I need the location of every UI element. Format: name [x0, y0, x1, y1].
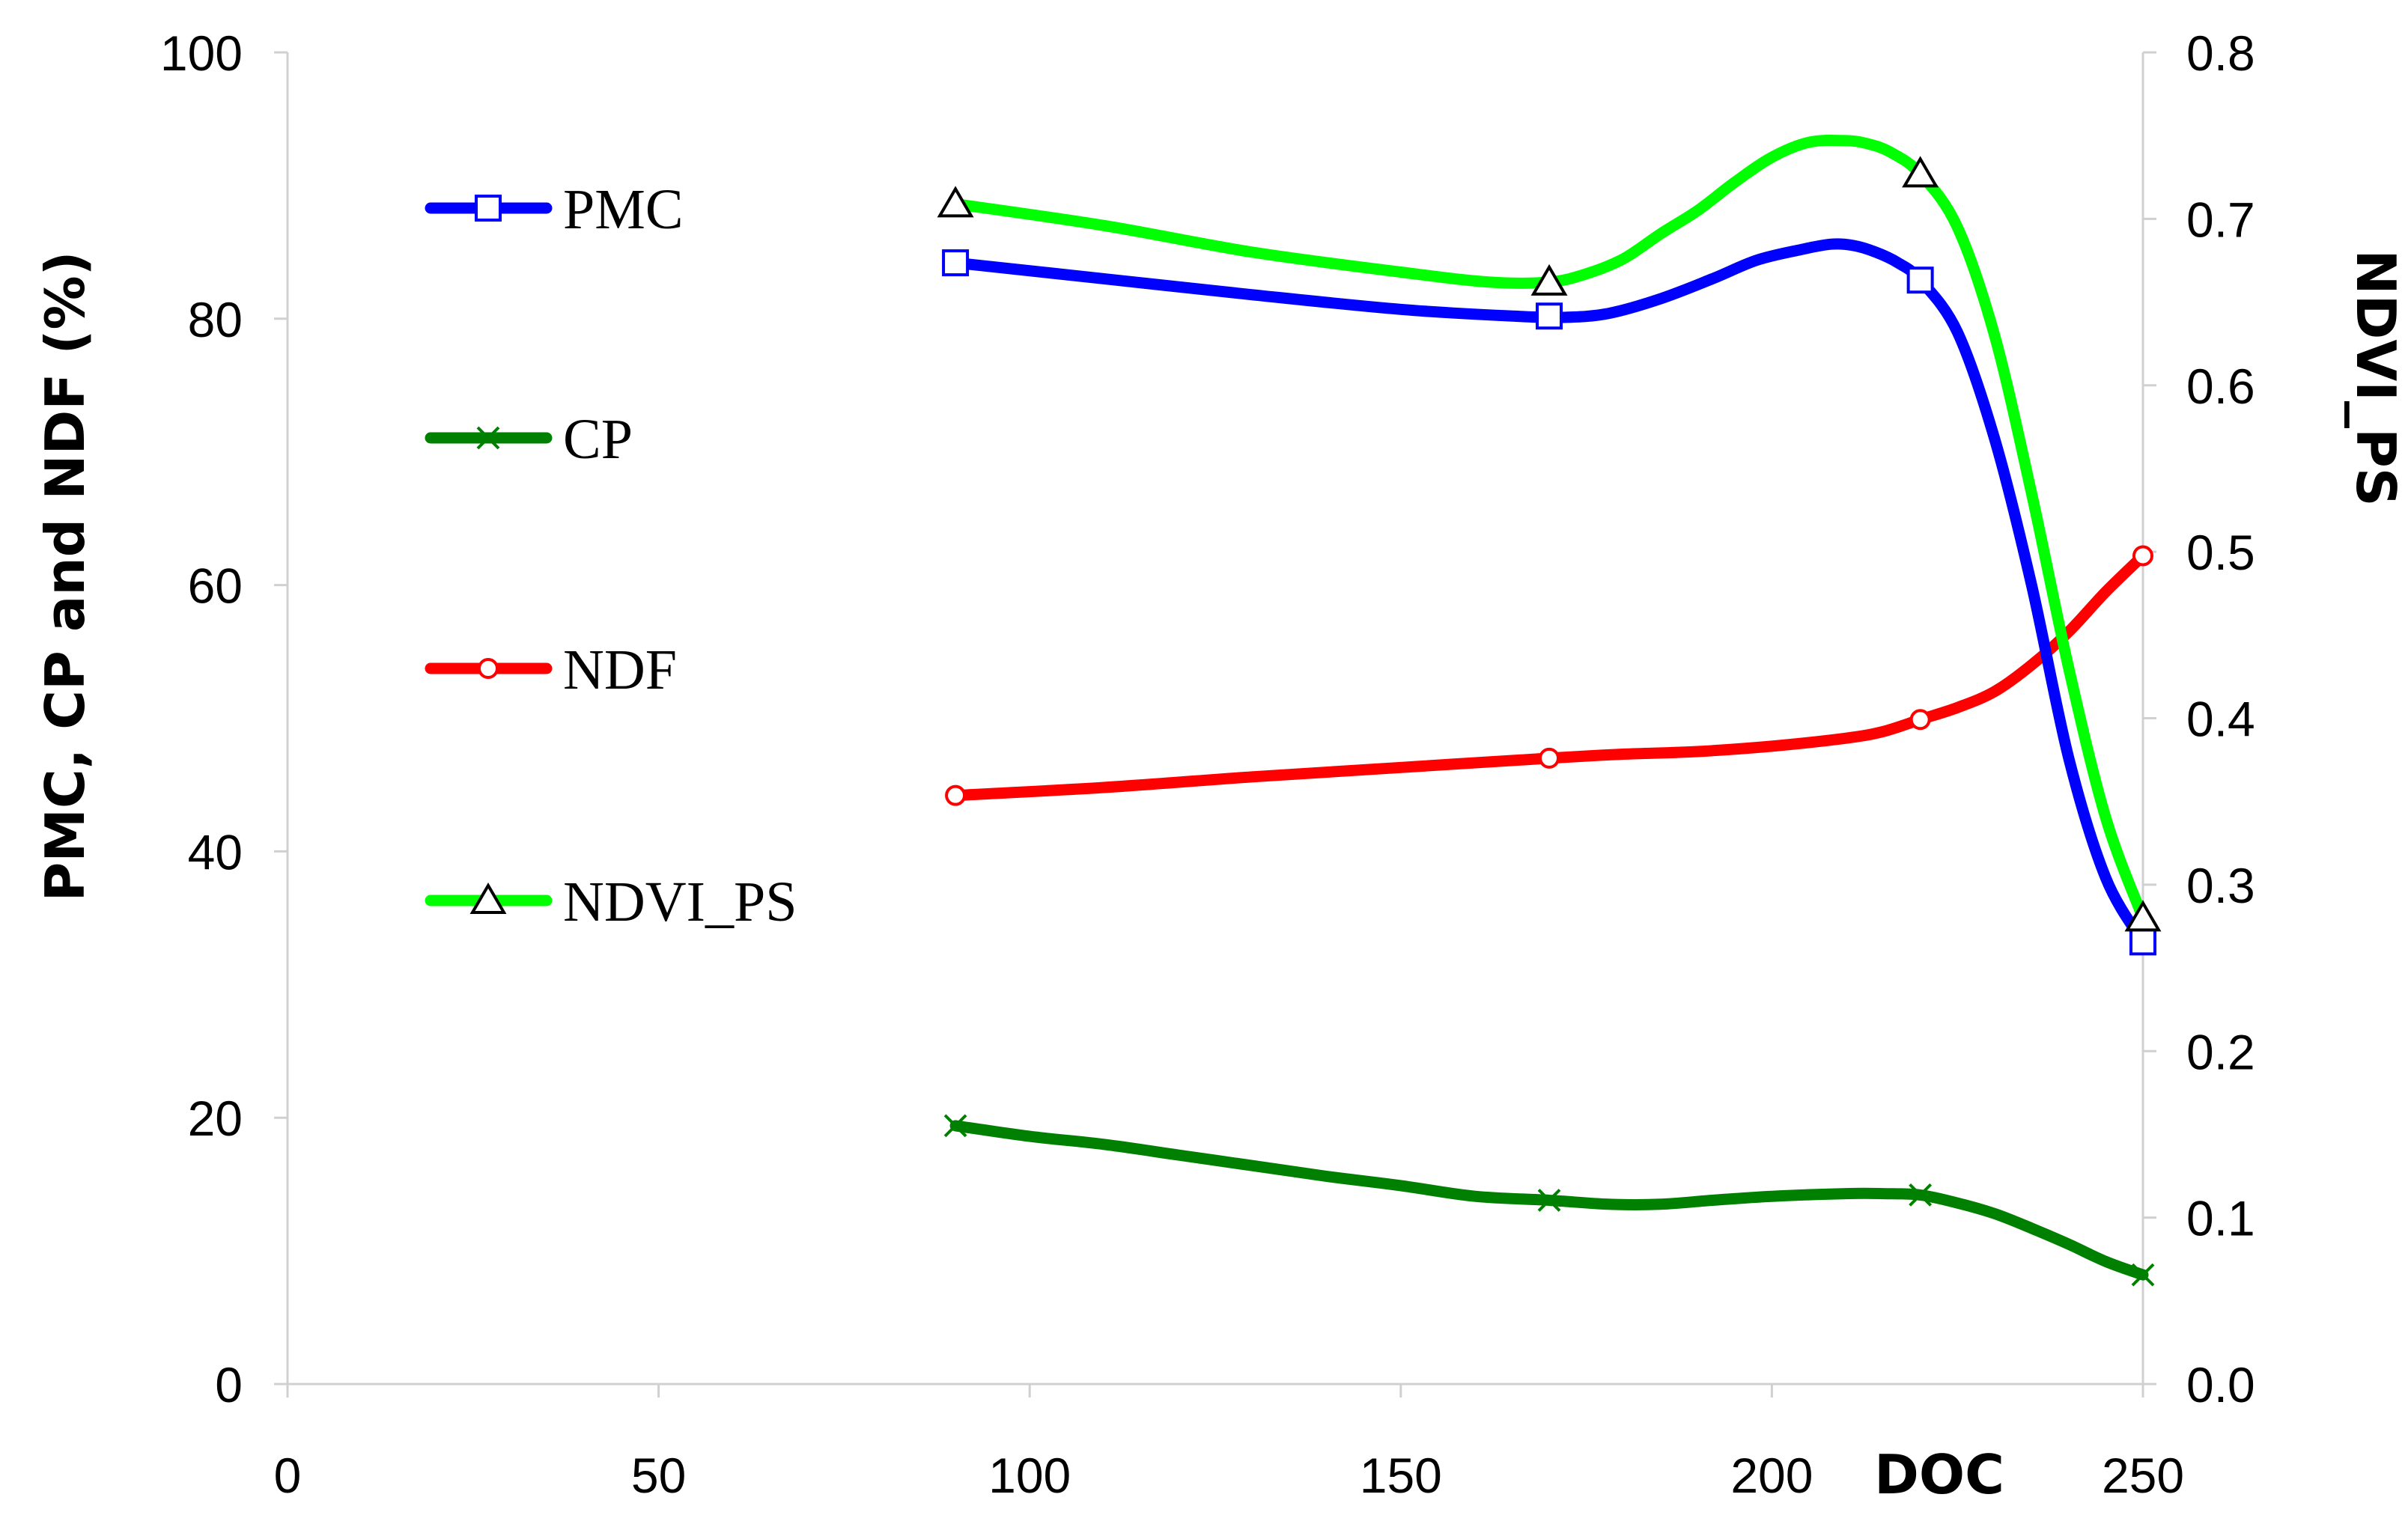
x-axis-title: DOC [1874, 1443, 2004, 1506]
legend-marker-pmc [475, 195, 502, 222]
data-point-cp [2131, 1263, 2155, 1287]
data-point-pmc [1536, 302, 1563, 330]
y-right-tick-label: 0.8 [2186, 25, 2255, 81]
legend-item-pmc: PMC [425, 178, 684, 241]
data-point-ndvi-ps [937, 186, 974, 218]
series-cp [943, 1114, 2155, 1287]
data-point-pmc [1906, 266, 1934, 294]
x-tick-label: 50 [631, 1448, 686, 1503]
axis-titles: DOC PMC, CP and NDF (%) NDVI_PS [34, 249, 2407, 1506]
data-point-cp [1909, 1183, 1933, 1207]
y-left-tick-label: 20 [188, 1091, 243, 1146]
legend-marker-ndvi-ps [469, 883, 507, 914]
y-right-tick-label: 0.6 [2186, 359, 2255, 414]
legend-label-cp: CP [563, 408, 633, 471]
legend-item-ndf: NDF [425, 639, 677, 701]
data-point-ndvi-ps [1902, 156, 1939, 188]
legend-item-ndvi-ps: NDVI_PS [425, 871, 797, 933]
series-line-pmc [949, 238, 2149, 948]
y-left-tick-label: 0 [215, 1357, 243, 1412]
series-pmc [942, 238, 2156, 956]
series-line-ndvi-ps [949, 134, 2149, 924]
data-point-cp [1537, 1189, 1561, 1212]
legend-label-ndf: NDF [563, 639, 677, 701]
legend-label-ndvi-ps: NDVI_PS [563, 871, 797, 933]
data-point-pmc [942, 249, 970, 277]
series-ndvi-ps [937, 134, 2162, 932]
data-point-ndf [2132, 545, 2153, 567]
series-ndf [945, 545, 2153, 806]
x-tick-label: 150 [1360, 1448, 1442, 1503]
y-right-tick-label: 0.0 [2186, 1357, 2255, 1412]
series-line-cp [949, 1120, 2149, 1281]
x-tick-label: 200 [1730, 1448, 1813, 1503]
legend: PMC CP NDF NDVI_PS [425, 178, 797, 933]
x-tick-label: 100 [988, 1448, 1071, 1503]
series-line-ndf [949, 550, 2149, 802]
y-right-tick-label: 0.7 [2186, 192, 2255, 247]
legend-marker-ndf [478, 658, 499, 679]
y-left-tick-label: 80 [188, 292, 243, 347]
plot-area [937, 134, 2162, 1287]
legend-label-pmc: PMC [563, 178, 684, 241]
y-left-tick-label: 100 [160, 25, 243, 81]
y-right-tick-label: 0.2 [2186, 1024, 2255, 1079]
data-point-ndf [1539, 747, 1560, 769]
y-left-tick-label: 60 [188, 558, 243, 614]
y-axis-left-title: PMC, CP and NDF (%) [34, 251, 97, 901]
y-right-tick-label: 0.3 [2186, 858, 2255, 913]
y-right-tick-label: 0.4 [2186, 692, 2255, 747]
y-right-tick-label: 0.5 [2186, 525, 2255, 580]
data-point-ndvi-ps [2124, 900, 2162, 932]
data-point-ndf [945, 784, 967, 806]
y-left-tick-label: 40 [188, 824, 243, 880]
x-tick-label: 0 [274, 1448, 302, 1503]
data-point-cp [943, 1114, 967, 1138]
legend-item-cp: CP [425, 408, 633, 471]
y-axis-right-title: NDVI_PS [2344, 249, 2407, 506]
y-right-tick-label: 0.1 [2186, 1191, 2255, 1246]
legend-marker-cp [476, 426, 500, 450]
data-point-ndvi-ps [1530, 263, 1568, 296]
data-point-ndf [1909, 709, 1931, 731]
ticks: 0 20 40 60 80 100 0.0 0.1 0.2 0.3 0.4 0.5 0.6 0.7 0.8 0… [160, 25, 2255, 1503]
data-point-pmc [2129, 928, 2156, 956]
x-tick-label: 250 [2102, 1448, 2184, 1503]
